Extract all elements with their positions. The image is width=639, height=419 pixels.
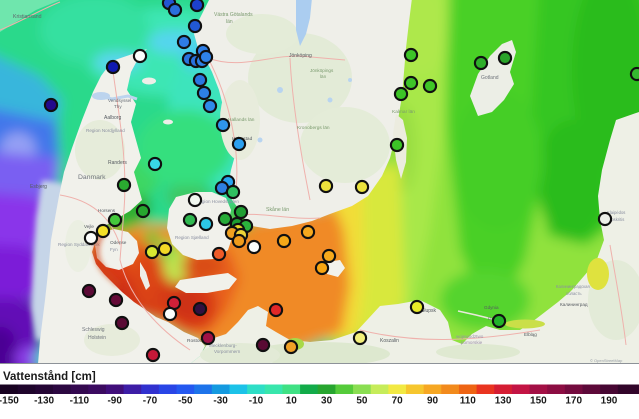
svg-text:Västra Götalands: Västra Götalands (214, 12, 253, 18)
svg-text:Holstein: Holstein (88, 335, 106, 341)
svg-text:110: 110 (460, 396, 477, 407)
svg-text:-150: -150 (0, 396, 19, 407)
svg-text:województwo: województwo (456, 334, 484, 339)
svg-text:Калининградская: Калининградская (556, 284, 590, 289)
svg-text:Skåne län: Skåne län (266, 206, 289, 213)
svg-text:130: 130 (495, 396, 512, 407)
svg-text:Esbjerg: Esbjerg (30, 184, 47, 190)
svg-text:-130: -130 (34, 396, 54, 407)
svg-text:län: län (226, 19, 233, 25)
svg-text:Schleswig: Schleswig (82, 327, 105, 333)
svg-text:Vattenstånd [cm]: Vattenstånd [cm] (3, 371, 96, 383)
svg-text:pomorskie: pomorskie (461, 340, 483, 345)
svg-text:Aalborg: Aalborg (104, 115, 121, 121)
svg-text:Elbląg: Elbląg (524, 332, 537, 337)
svg-text:Randers: Randers (108, 160, 127, 166)
svg-text:90: 90 (427, 396, 439, 407)
svg-text:Gdynia: Gdynia (484, 305, 499, 310)
svg-text:190: 190 (601, 396, 618, 407)
svg-text:10: 10 (286, 396, 298, 407)
svg-text:Koszalin: Koszalin (380, 338, 399, 344)
svg-text:-110: -110 (70, 396, 90, 407)
svg-text:Region Hovedstaden: Region Hovedstaden (196, 199, 239, 204)
svg-text:Gotland: Gotland (481, 75, 499, 81)
svg-text:Jönköping: Jönköping (289, 53, 312, 59)
svg-text:Horsens: Horsens (98, 208, 116, 213)
svg-text:Vendsyssel: Vendsyssel (108, 98, 131, 103)
svg-text:Danmark: Danmark (78, 174, 106, 181)
svg-text:Jönköpings: Jönköpings (310, 68, 334, 73)
svg-text:Kristiansand: Kristiansand (13, 14, 42, 20)
svg-text:Region Syddanmark: Region Syddanmark (58, 242, 100, 247)
svg-text:Vejle: Vejle (84, 224, 94, 229)
svg-text:Kronobergs län: Kronobergs län (297, 125, 330, 131)
svg-text:150: 150 (530, 396, 547, 407)
svg-text:Fyn: Fyn (110, 247, 118, 252)
svg-text:Mecklenburg-: Mecklenburg- (209, 343, 237, 348)
svg-text:-70: -70 (143, 396, 158, 407)
svg-text:Vorpommern: Vorpommern (214, 349, 241, 354)
svg-text:Słupsk: Słupsk (421, 308, 437, 314)
svg-text:30: 30 (321, 396, 333, 407)
svg-text:© OpenStreetMap: © OpenStreetMap (590, 358, 623, 363)
svg-text:70: 70 (392, 396, 404, 407)
svg-text:-10: -10 (249, 396, 264, 407)
svg-text:län: län (320, 74, 327, 79)
svg-text:-90: -90 (107, 396, 122, 407)
svg-text:50: 50 (356, 396, 368, 407)
svg-text:Region Sjælland: Region Sjælland (175, 235, 209, 240)
svg-text:170: 170 (565, 396, 582, 407)
svg-text:-50: -50 (178, 396, 193, 407)
svg-text:Hallands län: Hallands län (228, 117, 255, 123)
svg-text:область: область (566, 291, 582, 296)
svg-text:Thy: Thy (114, 104, 122, 109)
svg-text:Odense: Odense (110, 240, 127, 245)
svg-text:Калининград: Калининград (560, 302, 588, 307)
svg-text:Kalmar län: Kalmar län (392, 109, 415, 115)
svg-text:Klaipėdos: Klaipėdos (607, 210, 625, 215)
svg-text:-30: -30 (213, 396, 228, 407)
svg-text:Rostock: Rostock (187, 338, 205, 344)
svg-text:Region Nordjylland: Region Nordjylland (86, 128, 125, 133)
svg-text:apskritis: apskritis (609, 217, 624, 222)
